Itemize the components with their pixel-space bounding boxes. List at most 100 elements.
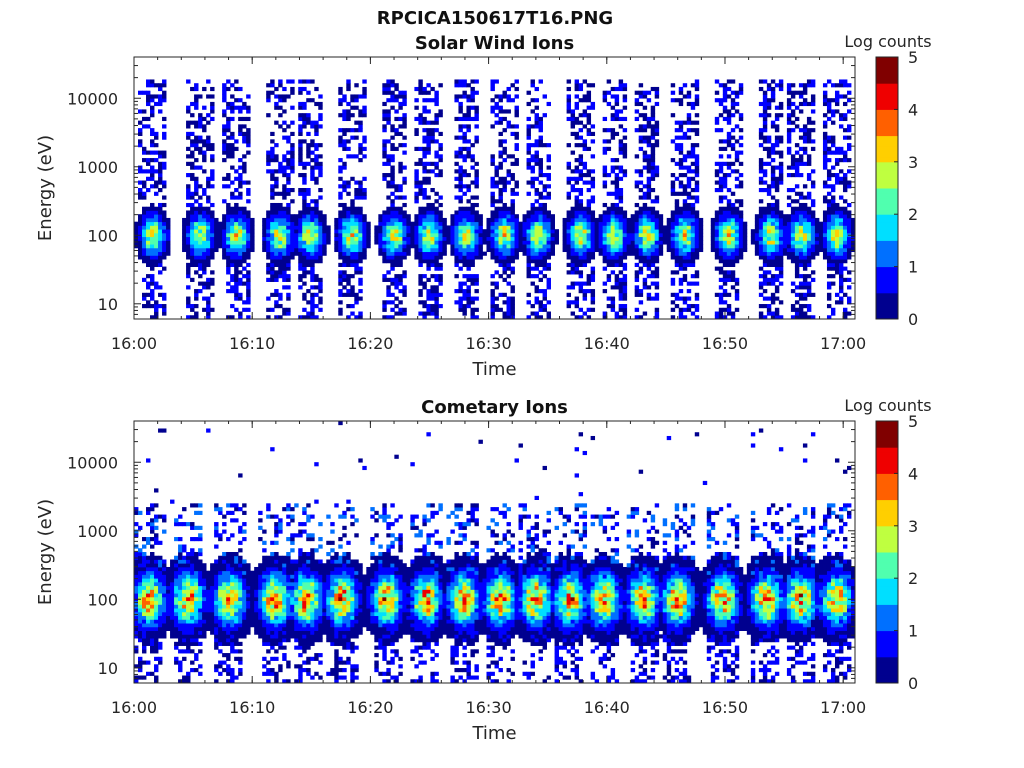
spectrogram-cell bbox=[730, 236, 736, 241]
spectrogram-cell bbox=[574, 101, 580, 107]
spectrogram-cell bbox=[394, 225, 399, 230]
spectrogram-cell bbox=[570, 259, 576, 264]
spectrogram-cell bbox=[630, 240, 636, 245]
spectrogram-cell bbox=[646, 161, 652, 166]
spectrogram-cell bbox=[574, 169, 580, 174]
spectrogram-cell bbox=[758, 236, 764, 241]
spectrogram-cell bbox=[574, 236, 580, 241]
spectrogram-cell bbox=[466, 292, 471, 297]
spectrogram-cell bbox=[402, 247, 407, 253]
spectrogram-cell bbox=[634, 285, 640, 290]
spectrogram-cell bbox=[226, 146, 231, 151]
spectrogram-cell bbox=[538, 202, 543, 208]
spectrogram-cell bbox=[206, 195, 211, 200]
spectrogram-cell bbox=[654, 229, 660, 234]
spectrogram-cell bbox=[534, 229, 539, 234]
spectrogram-cell bbox=[266, 210, 271, 215]
spectrogram-cell bbox=[726, 139, 732, 144]
spectrogram-cell bbox=[246, 180, 251, 185]
spectrogram-cell bbox=[246, 281, 251, 286]
spectrogram-cell bbox=[670, 83, 676, 88]
spectrogram-cell bbox=[270, 214, 275, 219]
spectrogram-cell bbox=[478, 214, 483, 219]
spectrogram-cell bbox=[786, 244, 792, 249]
spectrogram-cell bbox=[314, 165, 319, 170]
spectrogram-cell bbox=[598, 251, 604, 256]
spectrogram-cell bbox=[718, 236, 724, 241]
spectrogram-cell bbox=[638, 146, 644, 151]
spectrogram-cell bbox=[442, 247, 447, 253]
spectrogram-cell bbox=[498, 154, 503, 159]
spectrogram-cell bbox=[514, 131, 519, 136]
spectrogram-cell bbox=[650, 131, 656, 136]
spectrogram-cell bbox=[490, 289, 495, 294]
spectrogram-cell bbox=[658, 225, 664, 230]
spectrogram-cell bbox=[350, 98, 355, 103]
spectrogram-cell bbox=[342, 146, 347, 151]
spectrogram-cell bbox=[794, 165, 800, 170]
spectrogram-cell bbox=[298, 277, 303, 282]
spectrogram-cell bbox=[274, 277, 279, 282]
spectrogram-cell bbox=[654, 225, 660, 230]
spectrogram-cell bbox=[270, 247, 275, 253]
spectrogram-cell bbox=[282, 255, 287, 260]
spectrogram-cell bbox=[362, 251, 367, 256]
spectrogram-cell bbox=[402, 195, 407, 200]
spectrogram-cell bbox=[834, 225, 840, 230]
spectrogram-cell bbox=[346, 221, 351, 226]
spectrogram-cell bbox=[834, 292, 840, 297]
spectrogram-cell bbox=[562, 247, 567, 253]
spectrogram-cell bbox=[238, 128, 243, 133]
spectrogram-cell bbox=[822, 229, 828, 234]
spectrogram-cell bbox=[682, 94, 688, 99]
spectrogram-cell bbox=[774, 188, 780, 193]
spectrogram-cell bbox=[158, 109, 163, 114]
spectrogram-cell bbox=[534, 139, 539, 144]
spectrogram-cell bbox=[614, 158, 620, 163]
spectrogram-cell bbox=[190, 262, 195, 267]
spectrogram-cell bbox=[362, 191, 367, 196]
spectrogram-cell bbox=[722, 206, 728, 211]
spectrogram-cell bbox=[138, 180, 143, 185]
spectrogram-cell bbox=[286, 202, 291, 208]
spectrogram-cell bbox=[502, 251, 507, 256]
spectrogram-cell bbox=[230, 210, 235, 215]
spectrogram-cell bbox=[694, 199, 700, 204]
spectrogram-cell bbox=[726, 225, 732, 230]
spectrogram-cell bbox=[830, 262, 836, 267]
spectrogram-cell bbox=[182, 232, 187, 238]
spectrogram-cell bbox=[806, 274, 812, 279]
spectrogram-cell bbox=[310, 124, 315, 129]
spectrogram-cell bbox=[694, 154, 700, 159]
spectrogram-cell bbox=[430, 221, 435, 226]
spectrogram-cell bbox=[798, 217, 804, 223]
spectrogram-cell bbox=[494, 165, 499, 170]
spectrogram-cell bbox=[490, 232, 495, 238]
spectrogram-cell bbox=[542, 274, 547, 279]
spectrogram-cell bbox=[342, 259, 347, 264]
spectrogram-cell bbox=[566, 244, 572, 249]
spectrogram-cell bbox=[574, 304, 580, 309]
spectrogram-cell bbox=[490, 307, 495, 312]
spectrogram-cell bbox=[506, 274, 511, 279]
spectrogram-cell bbox=[230, 94, 235, 99]
spectrogram-cell bbox=[530, 244, 535, 249]
spectrogram-cell bbox=[226, 270, 231, 275]
spectrogram-cell bbox=[806, 307, 812, 312]
spectrogram-cell bbox=[678, 165, 684, 170]
spectrogram-cell bbox=[270, 225, 275, 230]
spectrogram-cell bbox=[594, 221, 600, 226]
spectrogram-cell bbox=[278, 214, 283, 219]
spectrogram-cell bbox=[826, 292, 832, 297]
spectrogram-cell bbox=[618, 79, 624, 84]
spectrogram-cell bbox=[466, 255, 471, 260]
spectrogram-cell bbox=[638, 83, 644, 88]
spectrogram-cell bbox=[694, 143, 700, 148]
spectrogram-cell bbox=[738, 244, 744, 249]
spectrogram-cell bbox=[234, 188, 239, 193]
spectrogram-cell bbox=[414, 236, 419, 241]
spectrogram-cell bbox=[146, 150, 151, 155]
spectrogram-cell bbox=[438, 169, 443, 174]
spectrogram-cell bbox=[518, 240, 523, 245]
spectrogram-cell bbox=[614, 165, 620, 170]
